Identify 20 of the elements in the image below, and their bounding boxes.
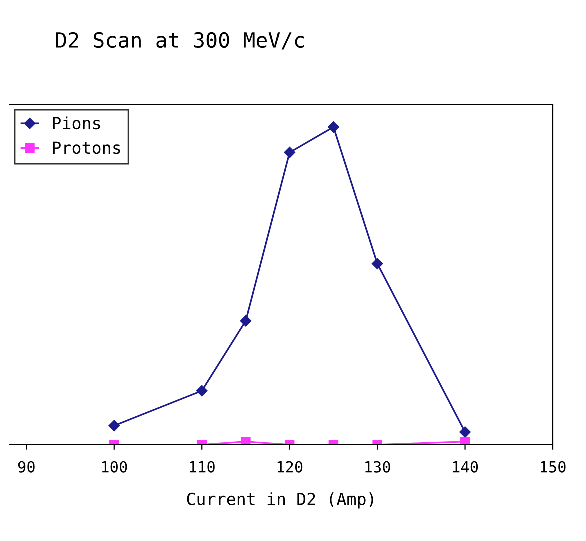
point [108, 420, 120, 432]
point [196, 385, 208, 397]
point [240, 315, 252, 327]
chart-title: D2 Scan at 300 MeV/c [56, 32, 304, 50]
x-tick-label: 100 [102, 461, 128, 473]
point [460, 426, 471, 438]
point [372, 258, 384, 270]
legend-label: Protons [53, 142, 120, 154]
point [328, 122, 340, 133]
point [284, 147, 296, 158]
x-tick-label: 150 [541, 461, 566, 473]
x-tick-label: 110 [190, 461, 215, 473]
point [460, 436, 470, 445]
x-tick-label: 90 [18, 461, 35, 473]
x-tick-label: 130 [366, 461, 390, 473]
legend-label: Pions [53, 116, 100, 130]
x-tick-label: 140 [453, 461, 478, 473]
x-tick-label: 120 [278, 461, 303, 473]
point [241, 436, 251, 445]
x-axis-title: Current in D2 (Amp) [187, 492, 374, 509]
